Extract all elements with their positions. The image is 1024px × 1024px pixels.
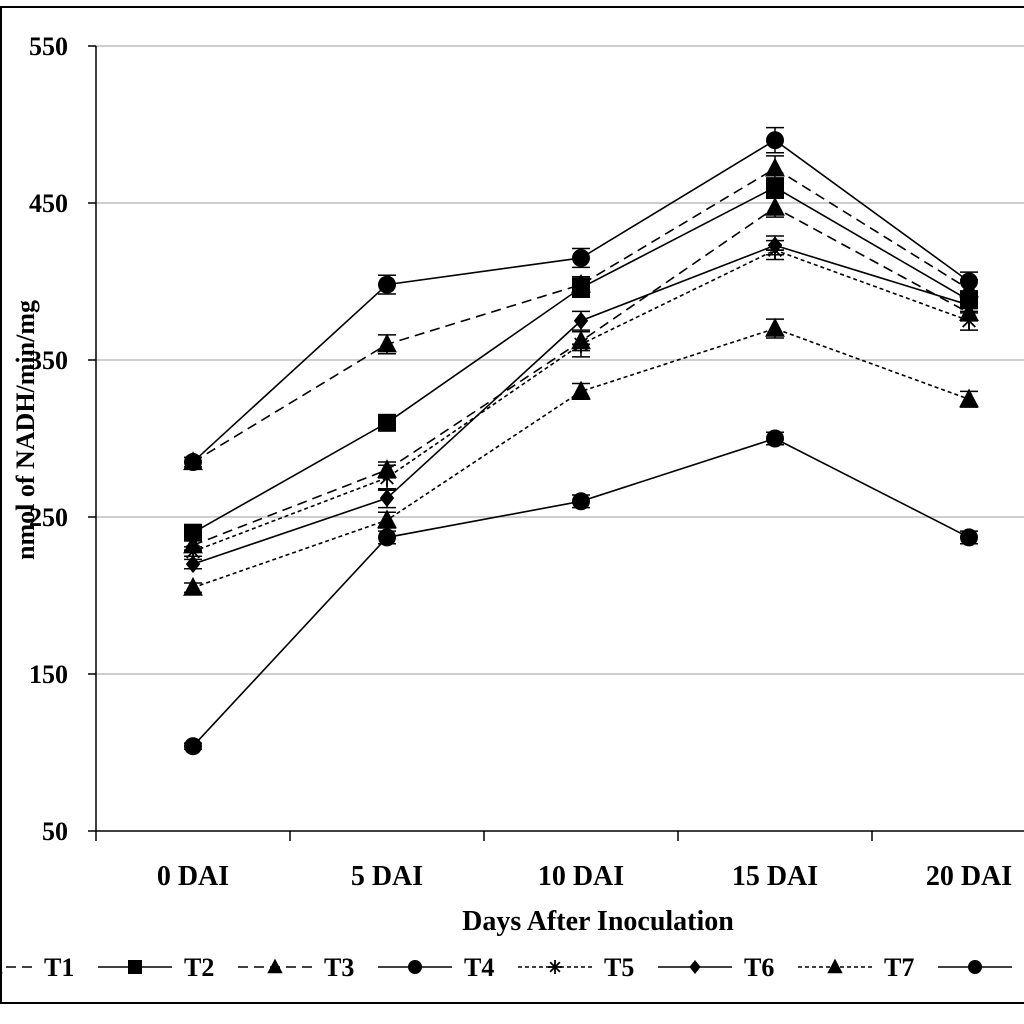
data-point <box>960 311 978 330</box>
series-T7 <box>183 317 979 596</box>
data-point <box>765 317 785 337</box>
star-stroke <box>549 961 561 973</box>
series-line <box>192 139 970 463</box>
data-point <box>0 968 3 974</box>
data-point <box>379 489 395 508</box>
data-point <box>378 468 396 487</box>
y-tick-label: 250 <box>29 503 68 532</box>
legend-label: T2 <box>184 953 214 982</box>
legend-item-T3: T3 <box>238 953 354 982</box>
star-stroke <box>186 544 200 559</box>
data-point <box>571 380 591 400</box>
data-point <box>378 528 396 547</box>
x-tick-label: 0 DAI <box>157 861 229 892</box>
y-axis-label: nmol of NADH/min/mg <box>11 300 40 560</box>
data-point <box>184 453 202 472</box>
data-point <box>767 236 783 255</box>
x-axis-ticks: 0 DAI 5 DAI 10 DAI 15 DAI 20 DAI <box>95 831 1012 892</box>
x-tick-label: 15 DAI <box>732 861 818 892</box>
data-point <box>267 958 283 974</box>
data-point <box>572 278 590 297</box>
x-tick-label: 10 DAI <box>538 861 624 892</box>
legend-label: T4 <box>464 953 494 982</box>
data-point <box>378 413 396 432</box>
data-point <box>959 388 979 408</box>
series-line <box>192 327 970 589</box>
data-point <box>548 960 562 974</box>
y-tick-label: 450 <box>29 189 68 218</box>
y-tick-label: 550 <box>29 32 68 61</box>
series-T4 <box>184 126 978 472</box>
legend-item-T2: T2 <box>98 953 214 982</box>
data-point <box>573 311 589 330</box>
legend-label: T6 <box>744 953 774 982</box>
legend-label: T1 <box>44 953 74 982</box>
data-point <box>968 960 982 974</box>
series-line <box>192 437 970 747</box>
star-stroke <box>574 337 588 352</box>
data-point <box>765 196 785 216</box>
data-point <box>572 492 590 511</box>
legend-label: T3 <box>324 953 354 982</box>
series-line <box>192 167 970 463</box>
data-point <box>572 335 590 354</box>
series-T6 <box>184 235 978 574</box>
x-axis-label: Days After Inoculation <box>462 906 734 937</box>
axes <box>95 46 1024 832</box>
legend-item-T6: T6 <box>658 953 774 982</box>
data-point <box>183 576 203 596</box>
data-point <box>960 272 978 291</box>
data-point <box>185 555 201 574</box>
legend-item-T5: T5 <box>518 953 634 982</box>
y-axis-ticks: 550 450 350 250 150 50 <box>29 32 96 846</box>
star-stroke <box>962 313 976 328</box>
data-point <box>689 960 701 974</box>
series-T8 <box>184 429 978 756</box>
legend-label: T5 <box>604 953 634 982</box>
legend-item-T7: T7 <box>798 953 914 982</box>
data-point <box>572 248 590 267</box>
legend-item-T1: T1 <box>0 953 74 982</box>
data-point <box>960 528 978 547</box>
data-point <box>766 131 784 150</box>
y-tick-label: 350 <box>29 346 68 375</box>
gridlines <box>96 45 1024 675</box>
y-tick-label: 150 <box>29 660 68 689</box>
star-stroke <box>380 470 394 485</box>
data-point <box>961 296 977 315</box>
legend-item-T4: T4 <box>378 953 494 982</box>
legend-item-T8: T8 <box>938 960 1012 974</box>
data-point <box>827 958 843 974</box>
series-T2 <box>184 177 978 542</box>
data-point <box>766 429 784 448</box>
data-point <box>765 157 785 177</box>
data-point <box>377 333 397 353</box>
legend-label: T7 <box>884 953 914 982</box>
data-point <box>408 960 422 974</box>
data-point <box>184 523 202 542</box>
data-point <box>128 960 142 974</box>
series-layer <box>183 126 979 756</box>
chart-frame <box>0 6 1024 1004</box>
data-point <box>184 542 202 561</box>
data-point <box>766 178 784 197</box>
y-tick-label: 50 <box>42 817 68 846</box>
x-tick-label: 5 DAI <box>351 861 423 892</box>
data-point <box>184 737 202 756</box>
legend: T1 T2 T3 T4 T5 T6 T7 T8 <box>0 953 1012 982</box>
x-tick-label: 20 DAI <box>926 861 1012 892</box>
data-point <box>378 275 396 294</box>
data-point <box>377 509 397 529</box>
